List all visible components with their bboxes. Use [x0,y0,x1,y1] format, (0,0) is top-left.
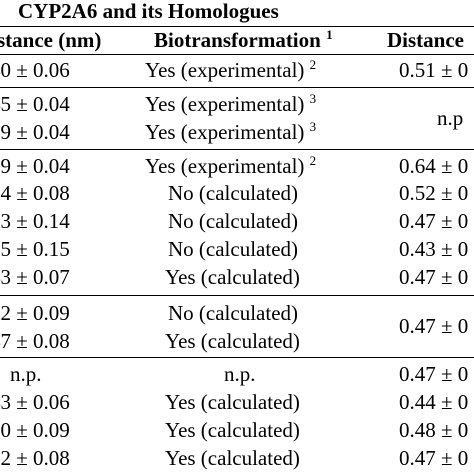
row-8-distance: 43 ± 0.07 [0,265,70,289]
row-9-biotransformation: No (calculated) [168,301,299,325]
row-1-footnote: 2 [309,57,317,72]
header-distance-right: Distance [387,28,464,52]
row-3-distance: 39 ± 0.04 [0,120,70,144]
header-bottom-rule [0,54,474,55]
row-4-distance-right: 0.64 ± 0 [399,154,469,178]
row-1-distance-right: 0.51 ± 0 [399,58,469,82]
header-biotransformation-label: Biotransformation [154,28,321,52]
row-2-distance: 45 ± 0.04 [0,92,70,116]
row-6-distance-right: 0.47 ± 0 [399,209,469,233]
group-rule-4 [0,357,474,358]
row-2-3-distance-right: n.p [437,106,464,130]
row-3-bio-label: Yes (experimental) [145,120,305,144]
row-4-bio-label: Yes (experimental) [145,154,305,178]
group-rule-2 [0,149,474,150]
row-13-biotransformation: Yes (calculated) [165,418,300,442]
row-1-biotransformation: Yes (experimental) 2 [145,57,316,83]
row-4-footnote: 2 [309,153,317,168]
header-distance-nm: stance (nm) [0,28,102,52]
row-7-biotransformation: No (calculated) [168,237,299,261]
row-2-footnote: 3 [309,91,317,106]
row-1-distance: 40 ± 0.06 [0,58,70,82]
row-11-distance-right: 0.47 ± 0 [399,362,469,386]
header-biotransformation: Biotransformation 1 [154,27,333,53]
row-3-footnote: 3 [309,119,317,134]
row-10-biotransformation: Yes (calculated) [165,329,300,353]
row-8-distance-right: 0.47 ± 0 [399,265,469,289]
row-2-bio-label: Yes (experimental) [145,92,305,116]
header-footnote-marker: 1 [326,27,333,42]
row-11-distance: n.p. [10,362,42,386]
row-12-distance-right: 0.44 ± 0 [399,390,469,414]
row-13-distance: 50 ± 0.09 [0,418,70,442]
group-rule-1 [0,87,474,88]
row-14-distance: 52 ± 0.08 [0,446,70,470]
row-8-biotransformation: Yes (calculated) [165,265,300,289]
row-5-distance: 74 ± 0.08 [0,181,70,205]
row-9-distance: 72 ± 0.09 [0,301,70,325]
row-9-10-distance-right: 0.47 ± 0 [399,314,469,338]
row-12-biotransformation: Yes (calculated) [165,390,300,414]
row-6-distance: 63 ± 0.14 [0,209,70,233]
row-14-biotransformation: Yes (calculated) [165,446,300,470]
row-13-distance-right: 0.48 ± 0 [399,418,469,442]
row-14-distance-right: 0.47 ± 0 [399,446,469,470]
row-5-distance-right: 0.52 ± 0 [399,181,469,205]
row-10-distance: 47 ± 0.08 [0,329,70,353]
group-rule-3 [0,295,474,296]
row-4-distance: 39 ± 0.04 [0,154,70,178]
row-2-biotransformation: Yes (experimental) 3 [145,91,316,117]
table-title: CYP2A6 and its Homologues [18,0,279,23]
row-5-biotransformation: No (calculated) [168,181,299,205]
row-6-biotransformation: No (calculated) [168,209,299,233]
row-7-distance: 65 ± 0.15 [0,237,70,261]
row-4-biotransformation: Yes (experimental) 2 [145,153,316,179]
header-top-rule [0,26,474,27]
row-1-bio-label: Yes (experimental) [145,58,305,82]
row-11-biotransformation: n.p. [224,362,256,386]
row-12-distance: 43 ± 0.06 [0,390,70,414]
row-3-biotransformation: Yes (experimental) 3 [145,119,316,145]
row-7-distance-right: 0.43 ± 0 [399,237,469,261]
